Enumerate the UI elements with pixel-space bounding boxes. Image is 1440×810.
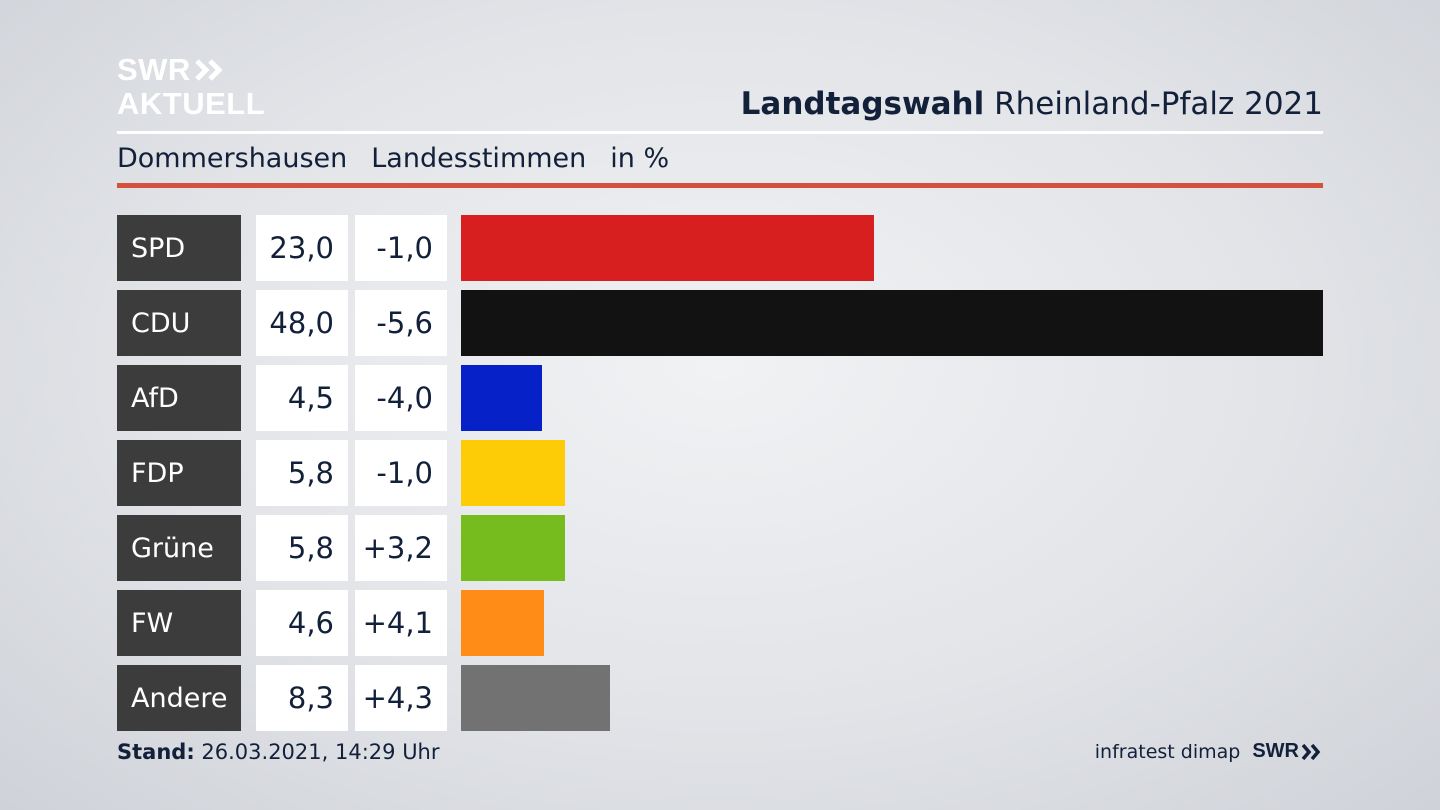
value-label: 4,6 [256, 590, 348, 656]
bar [461, 365, 542, 431]
party-label: FW [117, 590, 241, 656]
value-label: 4,5 [256, 365, 348, 431]
title-bold: Landtagswahl [740, 86, 985, 122]
double-chevron-icon [195, 58, 225, 82]
stand-label: Stand: [117, 740, 195, 764]
change-label: -1,0 [355, 215, 447, 281]
bar [461, 440, 565, 506]
party-label: Grüne [117, 515, 241, 581]
value-label: 48,0 [256, 290, 348, 356]
bar [461, 290, 1323, 356]
header-divider [117, 131, 1323, 134]
subheader-unit: in % [610, 143, 670, 174]
bar [461, 515, 565, 581]
source-credit: infratest dimap SWR [1095, 740, 1323, 763]
party-label: SPD [117, 215, 241, 281]
value-label: 23,0 [256, 215, 348, 281]
change-label: +4,1 [355, 590, 447, 656]
party-label: Andere [117, 665, 241, 731]
page-title: Landtagswahl Rheinland-Pfalz 2021 [741, 86, 1323, 122]
logo-line1: SWR [117, 52, 191, 87]
change-label: -1,0 [355, 440, 447, 506]
subheader: Dommershausen Landesstimmen in % [117, 143, 669, 174]
bar [461, 665, 610, 731]
value-label: 5,8 [256, 515, 348, 581]
double-chevron-icon [1301, 743, 1321, 760]
change-label: -5,6 [355, 290, 447, 356]
change-label: +4,3 [355, 665, 447, 731]
title-rest: Rheinland-Pfalz 2021 [994, 86, 1323, 122]
source-text: infratest dimap [1094, 740, 1241, 763]
party-label: CDU [117, 290, 241, 356]
party-label: AfD [117, 365, 241, 431]
party-label: FDP [117, 440, 241, 506]
bar [461, 215, 874, 281]
accent-divider [117, 183, 1323, 188]
subheader-place: Dommershausen [117, 143, 348, 174]
value-label: 5,8 [256, 440, 348, 506]
change-label: +3,2 [355, 515, 447, 581]
swr-aktuell-logo: SWR AKTUELL [117, 54, 265, 119]
bar [461, 590, 544, 656]
value-label: 8,3 [256, 665, 348, 731]
logo-line2: AKTUELL [117, 86, 266, 121]
stand-value: 26.03.2021, 14:29 Uhr [201, 740, 440, 764]
timestamp: Stand: 26.03.2021, 14:29 Uhr [117, 740, 440, 764]
subheader-metric: Landesstimmen [371, 143, 587, 174]
change-label: -4,0 [355, 365, 447, 431]
swr-brand: SWR [1252, 740, 1323, 763]
swr-brand-text: SWR [1252, 740, 1299, 762]
